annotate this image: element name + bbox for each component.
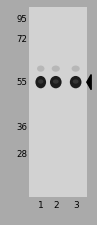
Ellipse shape xyxy=(73,79,79,84)
Polygon shape xyxy=(87,74,91,90)
Text: 72: 72 xyxy=(17,35,28,44)
Ellipse shape xyxy=(70,76,81,88)
Ellipse shape xyxy=(72,65,80,72)
Text: 36: 36 xyxy=(17,123,28,132)
Ellipse shape xyxy=(37,65,45,72)
Text: 2: 2 xyxy=(53,201,59,210)
Text: 1: 1 xyxy=(38,201,44,210)
Ellipse shape xyxy=(52,65,60,72)
Bar xyxy=(29,7,87,197)
Ellipse shape xyxy=(38,79,43,84)
Text: 28: 28 xyxy=(17,150,28,159)
Text: 3: 3 xyxy=(73,201,79,210)
Text: 95: 95 xyxy=(17,15,28,24)
Ellipse shape xyxy=(53,79,59,84)
Text: 55: 55 xyxy=(17,78,28,87)
Ellipse shape xyxy=(35,76,46,88)
Ellipse shape xyxy=(50,76,62,88)
